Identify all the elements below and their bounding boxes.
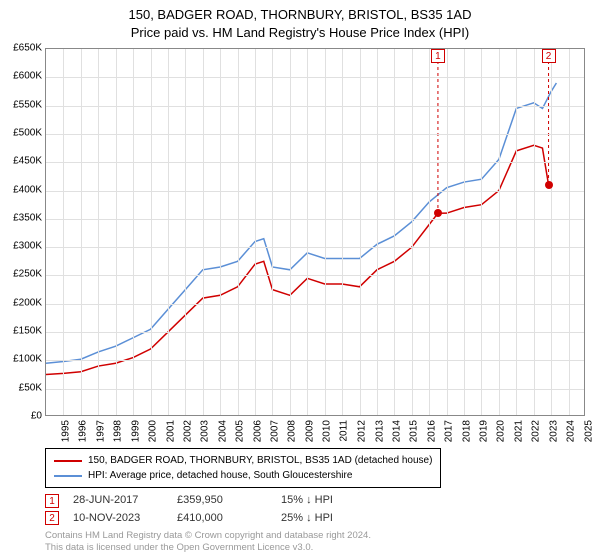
marker-price-1: £359,950 [177, 492, 267, 510]
x-axis-tick: 2007 [269, 420, 280, 442]
y-axis-tick: £500K [13, 127, 42, 138]
chart-title: 150, BADGER ROAD, THORNBURY, BRISTOL, BS… [0, 0, 600, 42]
table-row: 1 28-JUN-2017 £359,950 15% ↓ HPI [45, 492, 371, 510]
x-axis-tick: 2019 [478, 420, 489, 442]
x-axis-tick: 2015 [409, 420, 420, 442]
table-row: 2 10-NOV-2023 £410,000 25% ↓ HPI [45, 510, 371, 528]
y-axis-tick: £450K [13, 156, 42, 167]
marker-badge-1: 1 [45, 494, 59, 508]
marker-badge-2: 2 [45, 511, 59, 525]
y-axis-tick: £300K [13, 241, 42, 252]
marker-flag: 1 [431, 49, 445, 63]
x-axis-tick: 2013 [374, 420, 385, 442]
title-line-2: Price paid vs. HM Land Registry's House … [0, 24, 600, 42]
x-axis-tick: 1996 [78, 420, 89, 442]
legend-item-1: 150, BADGER ROAD, THORNBURY, BRISTOL, BS… [54, 453, 432, 468]
y-axis-tick: £350K [13, 212, 42, 223]
y-axis-tick: £550K [13, 99, 42, 110]
x-axis-tick: 2002 [182, 420, 193, 442]
x-axis-tick: 2014 [391, 420, 402, 442]
x-axis-tick: 2022 [531, 420, 542, 442]
legend-item-2: HPI: Average price, detached house, Sout… [54, 468, 432, 483]
y-axis-tick: £0 [31, 411, 42, 422]
y-axis-tick: £600K [13, 71, 42, 82]
marker-dot [434, 209, 442, 217]
x-axis-tick: 1998 [113, 420, 124, 442]
x-axis-tick: 2017 [443, 420, 454, 442]
x-axis-tick: 1999 [130, 420, 141, 442]
title-line-1: 150, BADGER ROAD, THORNBURY, BRISTOL, BS… [0, 6, 600, 24]
marker-delta-2: 25% ↓ HPI [281, 510, 371, 528]
x-axis-tick: 1995 [60, 420, 71, 442]
x-axis-tick: 2012 [356, 420, 367, 442]
x-axis-tick: 2020 [496, 420, 507, 442]
marker-table: 1 28-JUN-2017 £359,950 15% ↓ HPI 2 10-NO… [45, 492, 371, 527]
x-axis-tick: 2021 [513, 420, 524, 442]
y-axis-tick: £50K [19, 382, 42, 393]
x-axis-tick: 2016 [426, 420, 437, 442]
x-axis-tick: 2006 [252, 420, 263, 442]
x-axis-tick: 2001 [165, 420, 176, 442]
legend: 150, BADGER ROAD, THORNBURY, BRISTOL, BS… [45, 448, 441, 488]
marker-price-2: £410,000 [177, 510, 267, 528]
copyright-line-1: Contains HM Land Registry data © Crown c… [45, 530, 371, 542]
x-axis-tick: 1997 [95, 420, 106, 442]
y-axis-tick: £150K [13, 326, 42, 337]
y-axis-tick: £100K [13, 354, 42, 365]
copyright-line-2: This data is licensed under the Open Gov… [45, 542, 371, 554]
x-axis-tick: 2005 [234, 420, 245, 442]
marker-dot [545, 181, 553, 189]
y-axis-tick: £200K [13, 297, 42, 308]
x-axis-tick: 2011 [338, 420, 349, 442]
marker-date-1: 28-JUN-2017 [73, 492, 163, 510]
marker-flag: 2 [542, 49, 556, 63]
legend-swatch-2 [54, 475, 82, 477]
legend-label-2: HPI: Average price, detached house, Sout… [88, 468, 352, 483]
chart-container: 150, BADGER ROAD, THORNBURY, BRISTOL, BS… [0, 0, 600, 560]
x-axis-tick: 2009 [304, 420, 315, 442]
series-line-1 [46, 83, 556, 363]
marker-delta-1: 15% ↓ HPI [281, 492, 371, 510]
copyright: Contains HM Land Registry data © Crown c… [45, 530, 371, 555]
x-axis-tick: 2025 [583, 420, 594, 442]
plot-area: 12 [45, 48, 585, 416]
x-axis-tick: 2018 [461, 420, 472, 442]
legend-label-1: 150, BADGER ROAD, THORNBURY, BRISTOL, BS… [88, 453, 432, 468]
marker-date-2: 10-NOV-2023 [73, 510, 163, 528]
x-axis-tick: 2000 [147, 420, 158, 442]
x-axis-tick: 2023 [548, 420, 559, 442]
x-axis-tick: 2008 [287, 420, 298, 442]
legend-swatch-1 [54, 460, 82, 462]
y-axis-tick: £400K [13, 184, 42, 195]
x-axis-tick: 2004 [217, 420, 228, 442]
x-axis-tick: 2003 [200, 420, 211, 442]
x-axis-tick: 2010 [322, 420, 333, 442]
x-axis-tick: 2024 [565, 420, 576, 442]
y-axis-tick: £250K [13, 269, 42, 280]
y-axis-tick: £650K [13, 43, 42, 54]
